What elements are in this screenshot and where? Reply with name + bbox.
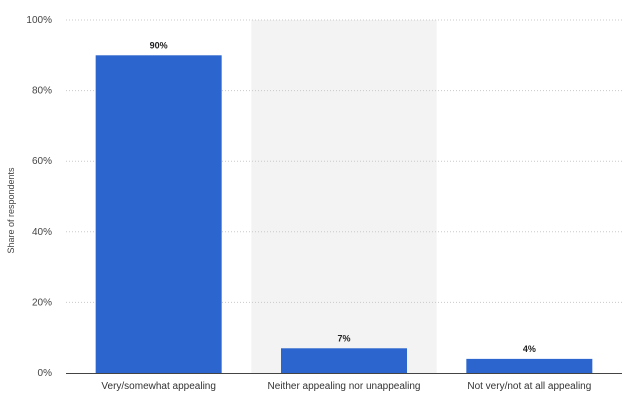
x-category-labels: Very/somewhat appealing Neither appealing… (101, 381, 591, 392)
y-tick-label: 60% (32, 156, 52, 167)
highlight-band (251, 20, 437, 373)
data-labels: 90% 7% 4% (150, 40, 536, 354)
y-tick-label: 0% (38, 368, 53, 379)
data-label: 4% (523, 344, 536, 354)
bars (95, 55, 593, 374)
x-category-label: Very/somewhat appealing (101, 381, 216, 392)
y-axis-title: Share of respondents (6, 167, 16, 254)
x-category-label: Neither appealing nor unappealing (268, 381, 421, 392)
y-tick-label: 80% (32, 86, 52, 97)
y-tick-label: 40% (32, 227, 52, 238)
y-tick-labels: 0% 20% 40% 60% 80% 100% (26, 15, 52, 379)
bar (281, 348, 407, 373)
x-category-label: Not very/not at all appealing (467, 381, 591, 392)
bar (95, 55, 222, 374)
y-tick-label: 20% (32, 297, 52, 308)
y-tick-label: 100% (26, 15, 52, 26)
data-label: 90% (150, 40, 168, 50)
bar (466, 358, 593, 373)
data-label: 7% (337, 333, 350, 343)
